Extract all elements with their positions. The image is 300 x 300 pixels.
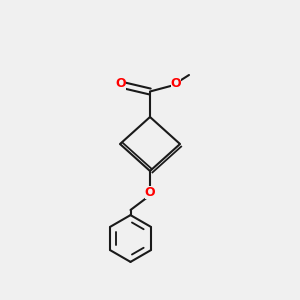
Text: O: O bbox=[145, 185, 155, 199]
Text: O: O bbox=[171, 76, 182, 90]
Text: O: O bbox=[116, 76, 126, 90]
